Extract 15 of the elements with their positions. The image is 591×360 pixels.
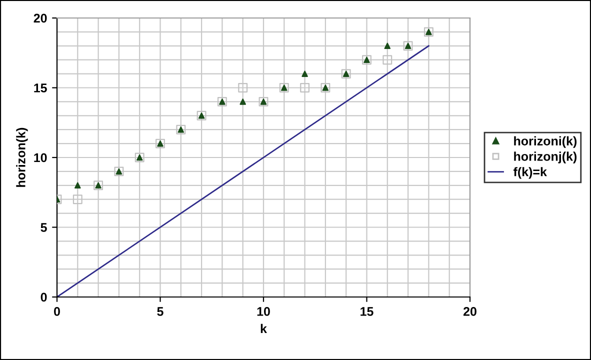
legend-label: horizoni(k): [514, 136, 577, 148]
x-tick-label: 10: [257, 307, 270, 316]
y-tick-label: 15: [34, 84, 47, 92]
x-tick-label: 0: [54, 307, 60, 316]
y-tick-label: 0: [40, 292, 47, 302]
legend-label: f(k)=k: [513, 167, 547, 179]
x-axis-title: k: [260, 324, 267, 333]
y-tick-label: 5: [40, 223, 47, 232]
y-tick-label: 20: [34, 14, 47, 23]
x-tick-label: 15: [360, 307, 374, 316]
y-axis-title: horizon(k): [16, 128, 28, 187]
x-tick-label: 5: [157, 307, 164, 316]
x-tick-label: 20: [463, 307, 476, 316]
y-tick-label: 10: [34, 153, 47, 162]
legend-label: horizonj(k): [514, 152, 577, 164]
